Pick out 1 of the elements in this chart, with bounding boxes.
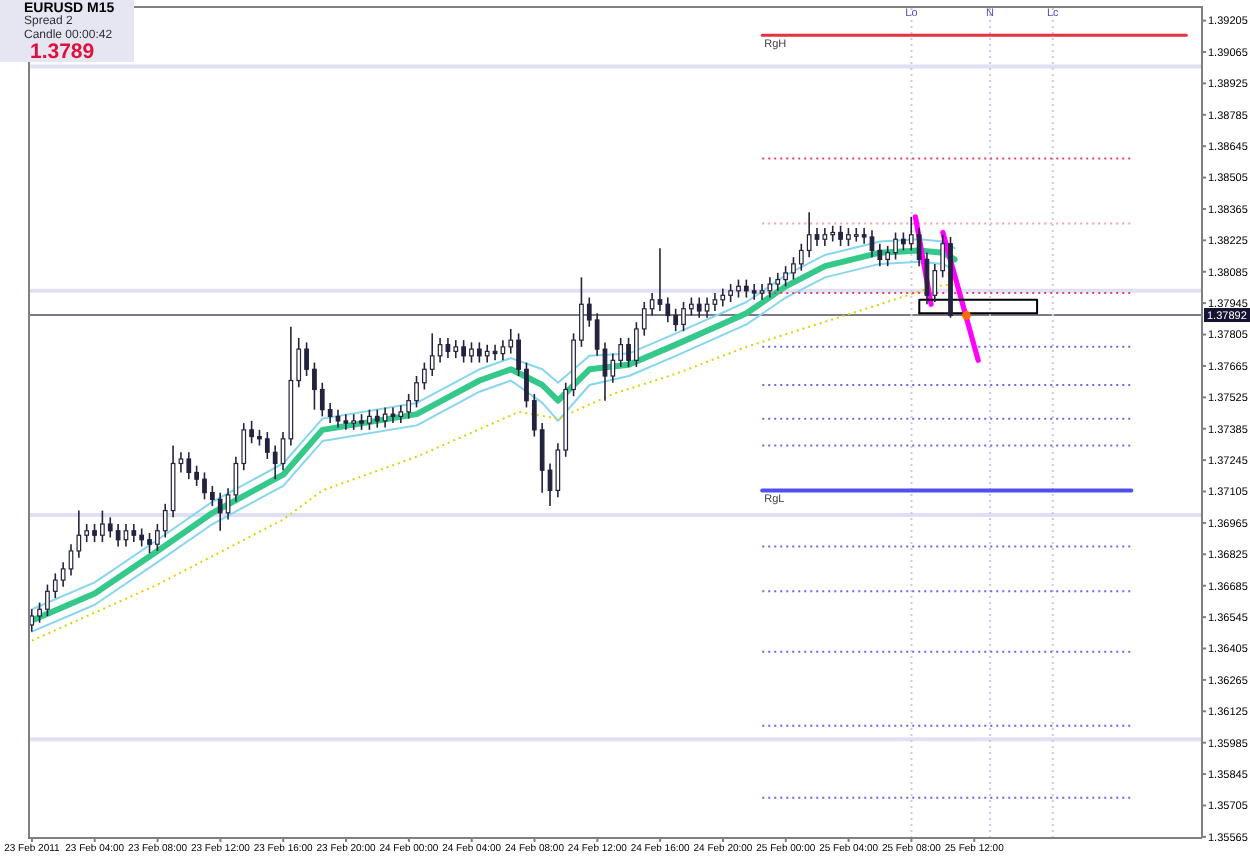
annotation: 1.3789 [30, 40, 97, 64]
